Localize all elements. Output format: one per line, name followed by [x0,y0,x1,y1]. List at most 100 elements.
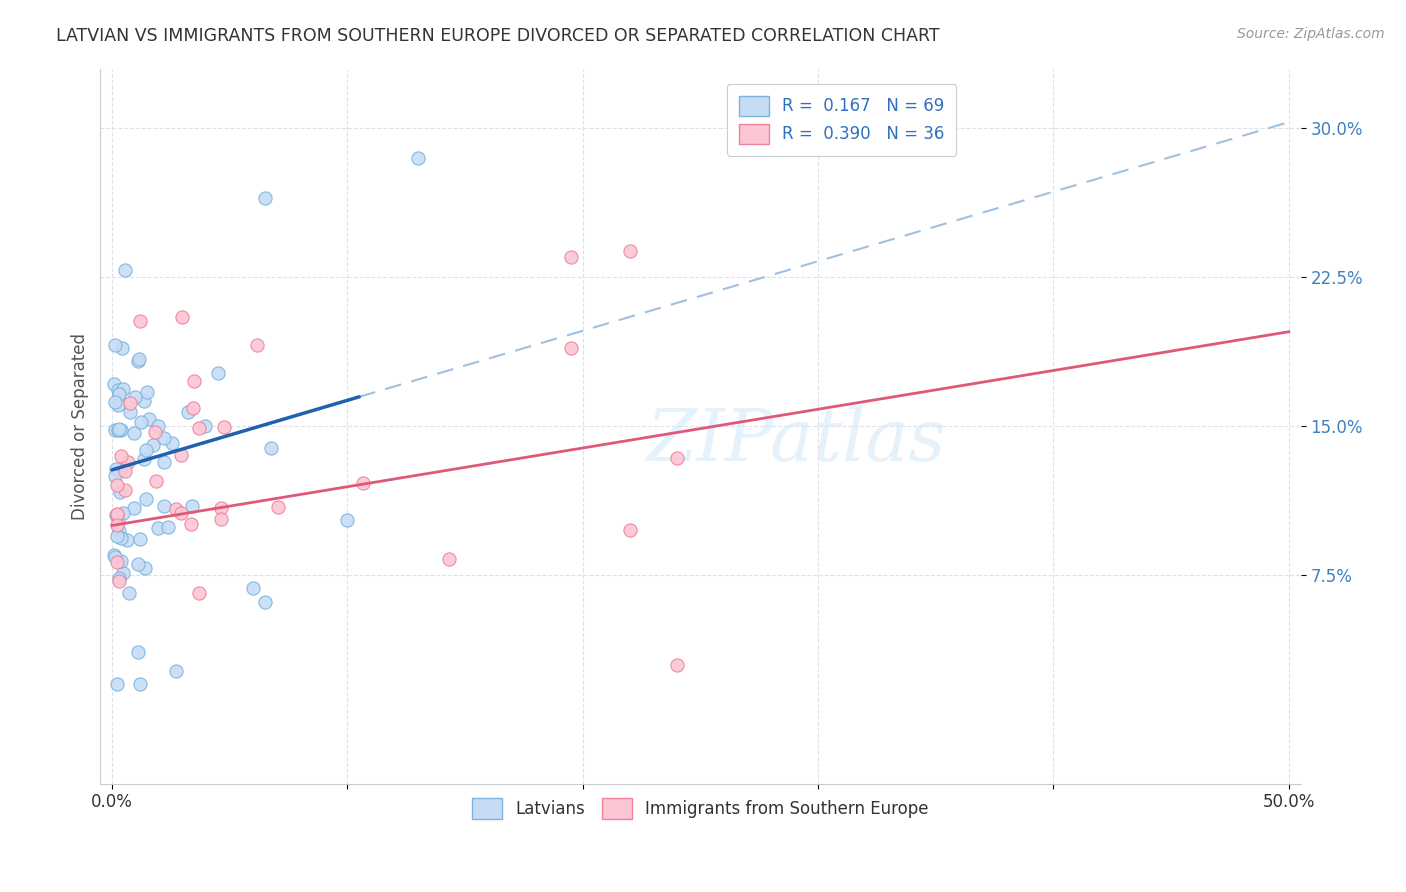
Point [114,464,136,478]
Point [107,515,129,529]
Point [112,382,135,396]
Point [134,452,156,467]
Point [156,520,179,534]
Point [187,421,209,435]
Point [170,506,193,520]
Point [117,455,139,469]
Point [153,499,176,513]
Point [104,508,127,522]
Point [127,645,149,659]
Point [406,151,429,165]
Point [135,492,157,507]
Point [115,533,138,548]
Point [108,484,131,499]
Text: Source: ZipAtlas.com: Source: ZipAtlas.com [1237,27,1385,41]
Point [128,314,150,328]
Point [107,383,129,397]
Point [104,469,127,483]
Point [146,418,169,433]
Y-axis label: Divorced or Separated: Divorced or Separated [72,333,89,520]
Point [153,431,176,445]
Point [108,386,131,401]
Point [138,412,160,426]
Point [170,310,193,325]
Point [107,574,129,588]
Point [665,450,688,465]
Point [145,474,167,488]
Point [260,442,283,456]
Point [135,443,157,458]
Point [107,398,129,412]
Point [107,386,129,401]
Point [560,250,582,264]
Point [103,377,125,392]
Point [146,520,169,534]
Point [619,244,641,259]
Point [152,455,174,469]
Point [122,500,145,515]
Text: ZIPatlas: ZIPatlas [647,405,946,475]
Point [114,263,136,277]
Point [246,338,269,352]
Point [110,531,132,545]
Point [188,585,211,599]
Point [122,426,145,441]
Point [110,423,132,437]
Point [209,500,232,515]
Point [105,508,128,522]
Point [132,394,155,409]
Point [267,500,290,514]
Point [120,395,142,409]
Point [117,586,139,600]
Point [104,395,127,409]
Point [110,449,132,463]
Point [129,533,152,547]
Point [209,511,232,525]
Point [242,581,264,595]
Point [180,516,202,531]
Point [177,405,200,419]
Point [105,507,128,521]
Point [160,436,183,450]
Text: LATVIAN VS IMMIGRANTS FROM SOUTHERN EUROPE DIVORCED OR SEPARATED CORRELATION CHA: LATVIAN VS IMMIGRANTS FROM SOUTHERN EURO… [56,27,939,45]
Point [207,367,229,381]
Point [124,390,146,404]
Point [105,478,128,492]
Point [111,342,134,356]
Point [212,420,235,434]
Point [128,352,150,367]
Point [110,554,132,568]
Point [108,571,131,585]
Point [105,555,128,569]
Point [135,384,157,399]
Point [170,448,193,462]
Point [181,499,204,513]
Legend: Latvians, Immigrants from Southern Europe: Latvians, Immigrants from Southern Europ… [465,792,935,825]
Point [165,502,187,516]
Point [619,524,641,538]
Point [112,566,135,581]
Point [104,462,127,476]
Point [127,353,149,368]
Point [352,475,374,490]
Point [181,401,204,415]
Point [104,550,127,565]
Point [107,529,129,543]
Point [114,483,136,498]
Point [336,513,359,527]
Point [254,191,277,205]
Point [141,438,163,452]
Point [665,657,688,672]
Point [129,677,152,691]
Point [107,423,129,437]
Point [129,415,152,429]
Point [105,518,128,533]
Point [127,558,149,572]
Point [437,552,460,566]
Point [183,374,205,388]
Point [165,664,187,678]
Point [112,506,135,520]
Point [193,419,215,434]
Point [108,524,131,539]
Point [254,595,277,609]
